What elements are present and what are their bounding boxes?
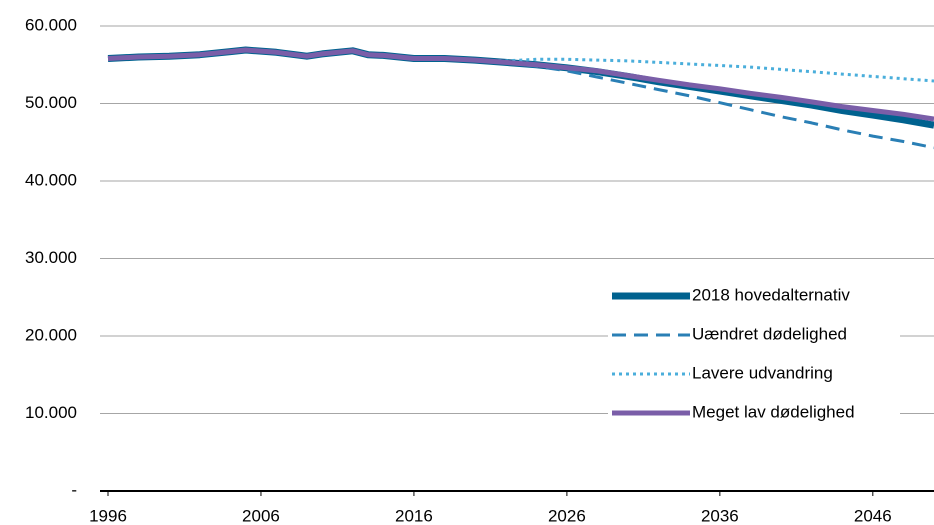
- y-tick-label: 40.000: [25, 170, 77, 189]
- legend-label: Uændret dødelighed: [692, 324, 847, 343]
- x-tick-label: 2016: [395, 506, 433, 525]
- x-tick-label: 2046: [854, 506, 892, 525]
- y-tick-label: -: [71, 480, 77, 499]
- x-tick-label: 2026: [548, 506, 586, 525]
- legend-label: Meget lav dødelighed: [692, 402, 855, 421]
- y-tick-label: 20.000: [25, 325, 77, 344]
- x-tick-label: 1996: [89, 506, 127, 525]
- y-tick-label: 10.000: [25, 403, 77, 422]
- y-tick-label: 60.000: [25, 15, 77, 34]
- y-tick-label: 30.000: [25, 248, 77, 267]
- x-tick-label: 2006: [242, 506, 280, 525]
- y-tick-label: 50.000: [25, 93, 77, 112]
- x-tick-label: 2036: [701, 506, 739, 525]
- legend: 2018 hovedalternativ Uændret dødelighed La…: [608, 278, 900, 432]
- legend-label: 2018 hovedalternativ: [692, 285, 850, 304]
- series-line: [107, 47, 934, 122]
- legend-background: [608, 278, 900, 432]
- legend-label: Lavere udvandring: [692, 363, 833, 382]
